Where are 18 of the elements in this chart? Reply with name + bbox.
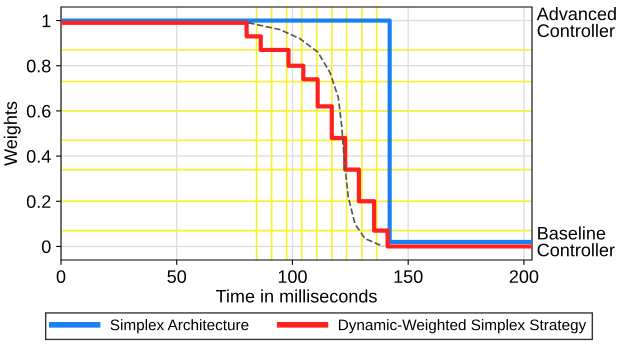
- x-tick-label: 100: [278, 270, 307, 283]
- y-tick-label: 0.8: [26, 60, 50, 72]
- x-tick-label: 150: [394, 270, 423, 283]
- text: Advanced Controller: [536, 7, 616, 38]
- y-tick-label: 0.4: [26, 150, 51, 163]
- x-axis-title: Time in milliseconds: [216, 289, 377, 303]
- y-tick-label: 1: [42, 14, 50, 28]
- y-tick-label: 0: [42, 240, 51, 254]
- legend-label: Simplex Architecture: [110, 319, 248, 334]
- y-tick-label: 0.6: [26, 104, 50, 118]
- y-axis-title: Weights: [4, 102, 21, 166]
- legend-label: Dynamic-Weighted Simplex Strategy: [338, 319, 586, 334]
- x-tick-label: 0: [56, 270, 66, 283]
- line-series: [248, 22, 384, 248]
- x-tick-label: 200: [510, 270, 538, 283]
- x-tick-label: 50: [167, 270, 186, 283]
- y-tick-label: 0.2: [26, 195, 50, 208]
- text: Baseline Controller: [538, 226, 615, 256]
